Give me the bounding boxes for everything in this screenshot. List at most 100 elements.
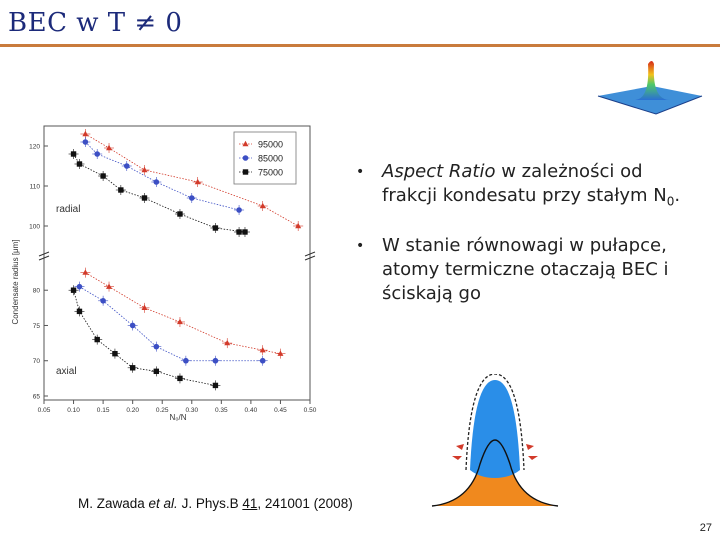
x-tick-label: 0.20 [126, 407, 139, 414]
data-point [242, 229, 248, 235]
y-tick-label: 80 [33, 288, 41, 295]
citation-volume: 41 [242, 496, 258, 511]
condensate-radius-chart: 0.05 0.10 0.15 0.20 0.25 0.30 0.35 0.40 0.45 0.50… [11, 125, 317, 422]
y-tick-label: 70 [33, 358, 41, 365]
x-tick-label: 0.10 [67, 407, 80, 414]
data-point [100, 173, 106, 179]
data-point [183, 357, 189, 364]
citation: M. Zawada et al. J. Phys.B 41, 241001 (2… [78, 496, 353, 511]
bullet-equilibrium: • W stanie równowagi w pułapce, atomy te… [352, 234, 682, 306]
thermal-outline [431, 439, 559, 507]
x-tick-label: 0.45 [274, 407, 287, 414]
data-point [177, 375, 183, 382]
data-point [70, 287, 77, 293]
axis-break-mark [38, 251, 50, 261]
data-point [295, 222, 302, 229]
bullet-aspect-ratio: • Aspect Ratio w zależności od frakcji k… [352, 160, 682, 214]
data-point [123, 163, 130, 169]
subscript-zero: 0 [666, 194, 675, 209]
data-point [141, 166, 148, 173]
y-axis-label: Condensate radius [μm] [11, 239, 20, 324]
slide-title: BEC w T ≠ 0 [8, 8, 183, 38]
data-point [153, 179, 160, 185]
panel-label-axial: axial [56, 366, 77, 377]
y-tick-label: 65 [33, 394, 41, 401]
citation-journal: J. Phys.B [177, 496, 243, 511]
pressure-arrows [452, 444, 538, 460]
bec-core [470, 380, 520, 478]
data-point [76, 161, 83, 167]
data-point [224, 339, 231, 346]
series-line [73, 290, 216, 386]
data-point [212, 357, 219, 364]
data-point [236, 229, 242, 235]
bullet-marker: • [356, 237, 365, 254]
data-point [194, 178, 201, 185]
x-tick-label: 0.35 [215, 407, 228, 414]
data-point [212, 225, 219, 231]
data-point [129, 365, 136, 371]
data-point [277, 350, 284, 356]
x-tick-label: 0.15 [97, 407, 110, 414]
data-point [236, 207, 242, 213]
citation-authors: M. Zawada [78, 496, 149, 511]
series-line [85, 141, 240, 211]
data-point [129, 322, 136, 329]
x-tick-label: 0.05 [38, 407, 51, 414]
data-point [100, 297, 106, 304]
bullet-marker: • [356, 164, 365, 180]
data-point [176, 318, 183, 325]
data-point [76, 283, 83, 290]
data-point [106, 283, 113, 289]
data-point [82, 139, 89, 145]
y-tick-label: 75 [33, 323, 41, 330]
data-point [82, 130, 89, 137]
x-tick-label: 0.25 [156, 407, 169, 414]
page-number: 27 [699, 522, 712, 534]
citation-pages-year: , 241001 (2008) [257, 496, 353, 511]
x-tick-label: 0.30 [185, 407, 198, 414]
legend-label: 95000 [258, 140, 283, 150]
data-point [76, 308, 83, 315]
data-point [259, 357, 266, 364]
data-point [141, 304, 148, 311]
bec-outline [465, 374, 525, 471]
axis-break-mark [304, 251, 316, 261]
series-line [85, 133, 299, 227]
title-divider [0, 44, 720, 47]
y-tick-label: 120 [29, 144, 40, 151]
data-point [212, 382, 219, 389]
x-axis-label: N₀/N [169, 413, 186, 422]
legend-marker [242, 140, 249, 147]
legend-marker [242, 169, 249, 175]
data-point [259, 202, 266, 209]
bullet-tail: . [674, 185, 681, 206]
data-point [112, 350, 118, 357]
bullet-list: • Aspect Ratio w zależności od frakcji k… [352, 160, 682, 326]
aspect-ratio-term: Aspect Ratio [382, 161, 496, 182]
legend-marker [242, 155, 249, 161]
data-point [153, 368, 160, 375]
data-point [177, 211, 183, 217]
data-point [153, 343, 160, 350]
bullet-text: w zależności od frakcji kondesatu przy s… [382, 161, 667, 206]
data-point [94, 151, 100, 157]
data-point [94, 336, 100, 343]
data-point [259, 346, 266, 353]
legend-label: 85000 [258, 154, 283, 164]
data-point [118, 187, 124, 193]
bullet-text: W stanie równowagi w pułapce, atomy term… [382, 234, 669, 304]
density-profile-image [597, 61, 703, 115]
bec-thermal-cloud-diagram [431, 374, 559, 507]
data-point [141, 195, 148, 201]
legend-label: 75000 [258, 168, 283, 178]
y-tick-label: 100 [29, 224, 40, 231]
y-tick-label: 110 [30, 184, 41, 191]
x-tick-label: 0.50 [304, 407, 317, 414]
data-point [82, 269, 89, 275]
citation-etal: et al. [148, 496, 178, 511]
data-point [70, 151, 77, 157]
data-point [188, 195, 195, 201]
panel-label-radial: radial [56, 204, 80, 215]
chart-legend: 95000 85000 75000 [233, 131, 297, 185]
